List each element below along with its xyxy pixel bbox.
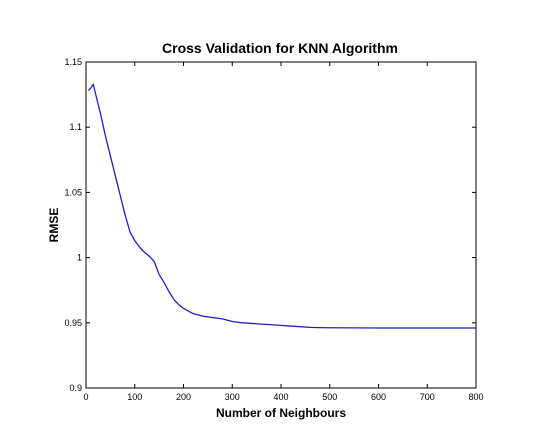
series-layer: [87, 83, 476, 329]
x-axis: 0 100 200 300 400 500 600 700 800: [83, 62, 484, 402]
x-axis-label: Number of Neighbours: [216, 406, 346, 420]
x-tick-label: 500: [322, 392, 337, 402]
chart-title: Cross Validation for KNN Algorithm: [162, 40, 398, 56]
x-tick-label: 0: [83, 392, 88, 402]
y-axis: 0.9 0.95 1 1.05 1.1 1.15: [64, 57, 476, 393]
x-tick-label: 200: [176, 392, 191, 402]
x-tick-label: 700: [420, 392, 435, 402]
plot-area: [85, 61, 477, 389]
x-tick-label: 300: [225, 392, 240, 402]
y-tick-label: 1.15: [64, 57, 82, 67]
y-tick-label: 0.95: [64, 318, 82, 328]
y-tick-label: 0.9: [69, 383, 82, 393]
series-line-0: [87, 83, 476, 329]
x-tick-label: 400: [273, 392, 288, 402]
x-tick-label: 600: [371, 392, 386, 402]
y-axis-label: RMSE: [47, 208, 61, 243]
y-tick-label: 1.05: [64, 187, 82, 197]
x-tick-label: 800: [468, 392, 483, 402]
y-tick-label: 1: [77, 253, 82, 263]
x-tick-label: 100: [127, 392, 142, 402]
y-tick-label: 1.1: [69, 122, 82, 132]
